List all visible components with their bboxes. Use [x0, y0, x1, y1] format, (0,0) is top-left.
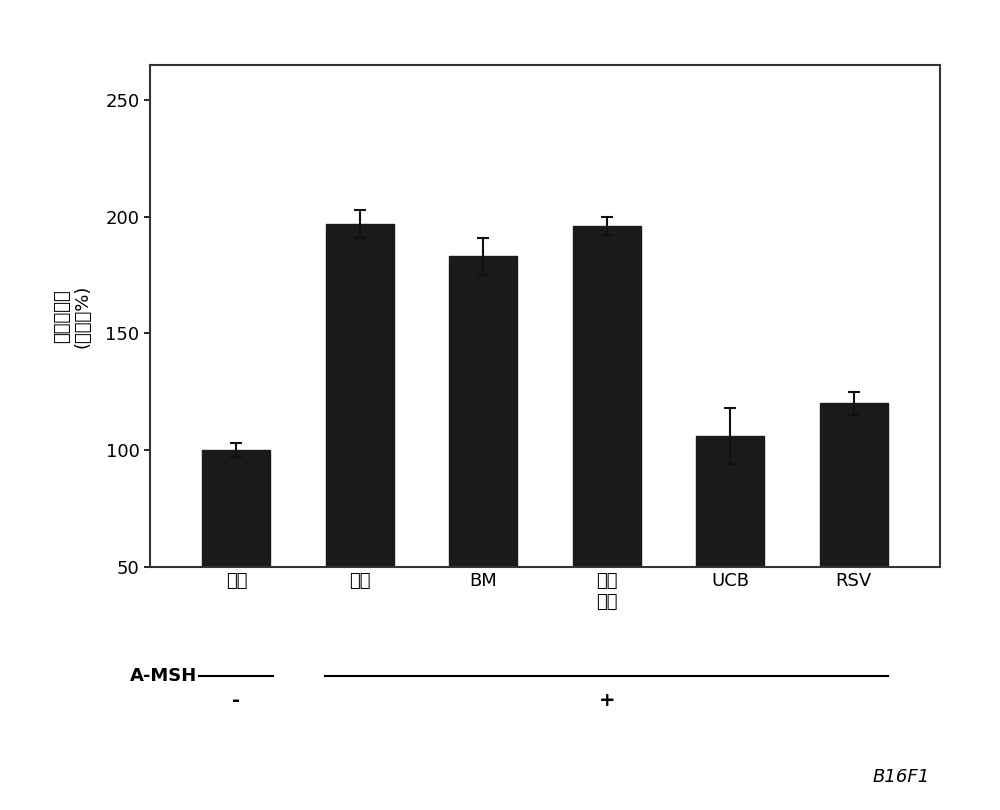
Bar [696, 437, 764, 684]
Text: A-MSH: A-MSH [130, 667, 197, 685]
Y-axis label: 黑色素含量
(对照的%): 黑色素含量 (对照的%) [53, 284, 91, 347]
Text: -: - [232, 691, 240, 710]
Bar [820, 403, 888, 684]
Bar [326, 224, 394, 684]
Text: B16F1: B16F1 [873, 768, 930, 786]
Bar [449, 256, 517, 684]
Bar [202, 450, 270, 684]
Bar [573, 226, 641, 684]
Text: +: + [598, 691, 615, 710]
